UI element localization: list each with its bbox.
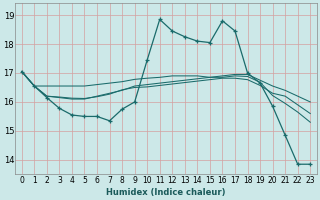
X-axis label: Humidex (Indice chaleur): Humidex (Indice chaleur) [106,188,226,197]
